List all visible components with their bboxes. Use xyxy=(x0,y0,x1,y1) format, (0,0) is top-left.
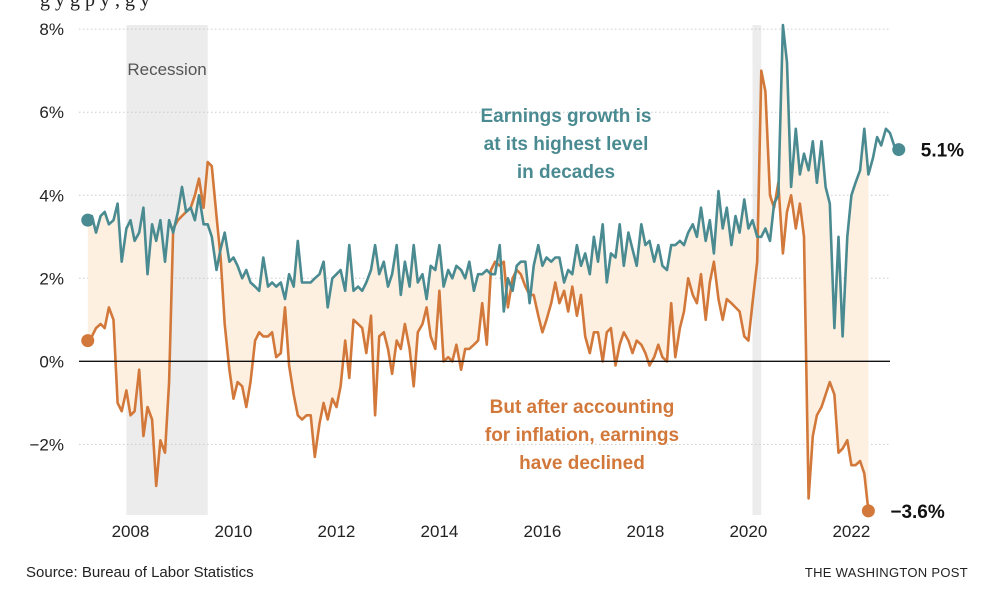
nominal-end-point xyxy=(892,143,906,157)
title-fragment: g y g p y , g y xyxy=(40,0,150,11)
x-tick-label: 2022 xyxy=(832,522,870,541)
real-annotation-line: have declined xyxy=(519,453,645,474)
real-start-point xyxy=(81,334,95,348)
y-tick-label: 6% xyxy=(39,103,64,122)
title-fragment-group: g y g p y , g y xyxy=(40,0,150,11)
nominal-annotation-line: Earnings growth is xyxy=(480,106,651,127)
nominal-series-line xyxy=(86,23,900,338)
nominal-end-label: 5.1% xyxy=(921,141,964,162)
nominal-start-point xyxy=(81,213,95,227)
x-tick-label: 2018 xyxy=(626,522,664,541)
real-end-label: −3.6% xyxy=(890,502,945,523)
series-lines xyxy=(81,23,906,518)
annotations: −3.6% 5.1% Earnings growth is at its highes… xyxy=(480,106,964,523)
source-note: Source: Bureau of Labor Statistics xyxy=(26,564,254,581)
x-tick-label: 2016 xyxy=(524,522,562,541)
x-tick-label: 2008 xyxy=(112,522,150,541)
real-annotation-line: for inflation, earnings xyxy=(485,425,679,446)
real-series-line xyxy=(86,69,870,511)
publisher-brand: THE WASHINGTON POST xyxy=(804,565,968,580)
x-tick-label: 2014 xyxy=(421,522,459,541)
real-annotation-line: But after accounting xyxy=(490,397,675,418)
y-tick-label: 8% xyxy=(39,20,64,39)
axes: 8% 6% 4% 2% 0% −2% 2008 2010 2012 2014 2016 2018 202… xyxy=(30,20,890,541)
x-tick-label: 2020 xyxy=(729,522,767,541)
nominal-annotation-line: in decades xyxy=(517,162,615,183)
y-tick-label: 2% xyxy=(39,269,64,288)
y-tick-label: 0% xyxy=(39,352,64,371)
nominal-annotation-line: at its highest level xyxy=(484,134,649,155)
x-tick-label: 2010 xyxy=(215,522,253,541)
recession-label: Recession xyxy=(127,60,206,79)
x-tick-label: 2012 xyxy=(318,522,356,541)
y-tick-label: −2% xyxy=(30,435,65,454)
real-end-point xyxy=(861,504,875,518)
y-tick-label: 4% xyxy=(39,186,64,205)
